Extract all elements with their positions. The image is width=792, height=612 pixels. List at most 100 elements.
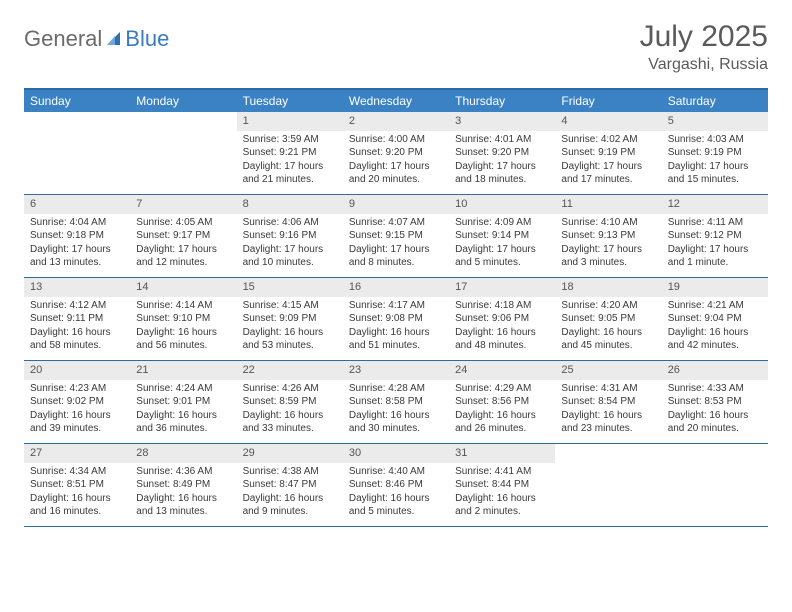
daylight-text: Daylight: 17 hours and 3 minutes. — [561, 243, 655, 270]
day-cell: 19 Sunrise: 4:21 AMSunset: 9:04 PMDayligh… — [662, 278, 768, 360]
day-number: 28 — [130, 444, 236, 463]
day-body: Sunrise: 4:17 AMSunset: 9:08 PMDaylight:… — [343, 297, 449, 357]
sunset-text: Sunset: 9:05 PM — [561, 312, 655, 326]
sunrise-text: Sunrise: 4:03 AM — [668, 133, 762, 147]
sunrise-text: Sunrise: 4:15 AM — [243, 299, 337, 313]
day-body: Sunrise: 4:10 AMSunset: 9:13 PMDaylight:… — [555, 214, 661, 274]
daylight-text: Daylight: 17 hours and 17 minutes. — [561, 160, 655, 187]
day-cell: 28Sunrise: 4:36 AMSunset: 8:49 PMDayligh… — [130, 444, 236, 526]
day-body: Sunrise: 4:41 AMSunset: 8:44 PMDaylight:… — [449, 463, 555, 523]
day-number: 21 — [130, 361, 236, 380]
day-body: Sunrise: 4:34 AMSunset: 8:51 PMDaylight:… — [24, 463, 130, 523]
day-body: Sunrise: 4:40 AMSunset: 8:46 PMDaylight:… — [343, 463, 449, 523]
month-title: July 2025 — [640, 20, 768, 54]
day-cell: 2Sunrise: 4:00 AMSunset: 9:20 PMDaylight… — [343, 112, 449, 194]
daylight-text: Daylight: 17 hours and 5 minutes. — [455, 243, 549, 270]
daylight-text: Daylight: 17 hours and 21 minutes. — [243, 160, 337, 187]
daylight-text: Daylight: 16 hours and 45 minutes. — [561, 326, 655, 353]
day-number: 26 — [662, 361, 768, 380]
day-cell: 1Sunrise: 3:59 AMSunset: 9:21 PMDaylight… — [237, 112, 343, 194]
daylight-text: Daylight: 16 hours and 2 minutes. — [455, 492, 549, 519]
weekday-header: Tuesday — [237, 90, 343, 112]
sunrise-text: Sunrise: 4:14 AM — [136, 299, 230, 313]
sunrise-text: Sunrise: 4:40 AM — [349, 465, 443, 479]
sunrise-text: Sunrise: 4:23 AM — [30, 382, 124, 396]
day-body: Sunrise: 4:18 AMSunset: 9:06 PMDaylight:… — [449, 297, 555, 357]
day-body: Sunrise: 4:01 AMSunset: 9:20 PMDaylight:… — [449, 131, 555, 191]
day-body: Sunrise: 4:38 AMSunset: 8:47 PMDaylight:… — [237, 463, 343, 523]
sunrise-text: Sunrise: 4:01 AM — [455, 133, 549, 147]
day-number: 15 — [237, 278, 343, 297]
day-cell: 31Sunrise: 4:41 AMSunset: 8:44 PMDayligh… — [449, 444, 555, 526]
day-body: Sunrise: 4:31 AMSunset: 8:54 PMDaylight:… — [555, 380, 661, 440]
day-body: Sunrise: 3:59 AMSunset: 9:21 PMDaylight:… — [237, 131, 343, 191]
day-number: 1 — [237, 112, 343, 131]
brand-logo: General Blue — [24, 26, 169, 52]
sunset-text: Sunset: 8:47 PM — [243, 478, 337, 492]
sunrise-text: Sunrise: 4:41 AM — [455, 465, 549, 479]
day-number: 12 — [662, 195, 768, 214]
sunset-text: Sunset: 9:19 PM — [668, 146, 762, 160]
day-cell: 10Sunrise: 4:09 AMSunset: 9:14 PMDayligh… — [449, 195, 555, 277]
sunrise-text: Sunrise: 4:24 AM — [136, 382, 230, 396]
daylight-text: Daylight: 16 hours and 33 minutes. — [243, 409, 337, 436]
sunset-text: Sunset: 9:08 PM — [349, 312, 443, 326]
sunrise-text: Sunrise: 4:18 AM — [455, 299, 549, 313]
daylight-text: Daylight: 16 hours and 42 minutes. — [668, 326, 762, 353]
day-body: Sunrise: 4:26 AMSunset: 8:59 PMDaylight:… — [237, 380, 343, 440]
sunset-text: Sunset: 9:14 PM — [455, 229, 549, 243]
sunset-text: Sunset: 9:04 PM — [668, 312, 762, 326]
day-cell: 24Sunrise: 4:29 AMSunset: 8:56 PMDayligh… — [449, 361, 555, 443]
day-body: Sunrise: 4:20 AMSunset: 9:05 PMDaylight:… — [555, 297, 661, 357]
day-body: Sunrise: 4:24 AMSunset: 9:01 PMDaylight:… — [130, 380, 236, 440]
day-number: 31 — [449, 444, 555, 463]
weeks-container: 1Sunrise: 3:59 AMSunset: 9:21 PMDaylight… — [24, 112, 768, 527]
sunrise-text: Sunrise: 4:33 AM — [668, 382, 762, 396]
day-body: Sunrise: 4:05 AMSunset: 9:17 PMDaylight:… — [130, 214, 236, 274]
sunset-text: Sunset: 8:58 PM — [349, 395, 443, 409]
day-cell: 20Sunrise: 4:23 AMSunset: 9:02 PMDayligh… — [24, 361, 130, 443]
daylight-text: Daylight: 16 hours and 58 minutes. — [30, 326, 124, 353]
day-number: 16 — [343, 278, 449, 297]
day-cell: 7Sunrise: 4:05 AMSunset: 9:17 PMDaylight… — [130, 195, 236, 277]
week-row: 27Sunrise: 4:34 AMSunset: 8:51 PMDayligh… — [24, 444, 768, 527]
day-cell: 5Sunrise: 4:03 AMSunset: 9:19 PMDaylight… — [662, 112, 768, 194]
weekday-header: Thursday — [449, 90, 555, 112]
sunset-text: Sunset: 9:11 PM — [30, 312, 124, 326]
daylight-text: Daylight: 17 hours and 18 minutes. — [455, 160, 549, 187]
sunset-text: Sunset: 8:49 PM — [136, 478, 230, 492]
weekday-header: Friday — [555, 90, 661, 112]
sunset-text: Sunset: 9:13 PM — [561, 229, 655, 243]
day-cell: 17Sunrise: 4:18 AMSunset: 9:06 PMDayligh… — [449, 278, 555, 360]
day-number: 17 — [449, 278, 555, 297]
day-body: Sunrise: 4:07 AMSunset: 9:15 PMDaylight:… — [343, 214, 449, 274]
daylight-text: Daylight: 16 hours and 26 minutes. — [455, 409, 549, 436]
daylight-text: Daylight: 17 hours and 8 minutes. — [349, 243, 443, 270]
daylight-text: Daylight: 17 hours and 10 minutes. — [243, 243, 337, 270]
day-body — [24, 128, 130, 134]
daylight-text: Daylight: 16 hours and 39 minutes. — [30, 409, 124, 436]
day-body: Sunrise: 4:03 AMSunset: 9:19 PMDaylight:… — [662, 131, 768, 191]
sunset-text: Sunset: 9:21 PM — [243, 146, 337, 160]
sunrise-text: Sunrise: 4:10 AM — [561, 216, 655, 230]
day-cell: 15Sunrise: 4:15 AMSunset: 9:09 PMDayligh… — [237, 278, 343, 360]
sunset-text: Sunset: 9:12 PM — [668, 229, 762, 243]
sunset-text: Sunset: 8:51 PM — [30, 478, 124, 492]
day-number: 14 — [130, 278, 236, 297]
day-body — [555, 460, 661, 466]
day-body: Sunrise: 4:02 AMSunset: 9:19 PMDaylight:… — [555, 131, 661, 191]
weekday-header: Saturday — [662, 90, 768, 112]
day-number: 19 — [662, 278, 768, 297]
day-number: 29 — [237, 444, 343, 463]
day-body: Sunrise: 4:28 AMSunset: 8:58 PMDaylight:… — [343, 380, 449, 440]
day-body: Sunrise: 4:00 AMSunset: 9:20 PMDaylight:… — [343, 131, 449, 191]
day-cell: 30Sunrise: 4:40 AMSunset: 8:46 PMDayligh… — [343, 444, 449, 526]
sunset-text: Sunset: 9:20 PM — [349, 146, 443, 160]
sunrise-text: Sunrise: 4:17 AM — [349, 299, 443, 313]
sunrise-text: Sunrise: 4:21 AM — [668, 299, 762, 313]
sunrise-text: Sunrise: 4:29 AM — [455, 382, 549, 396]
day-number: 5 — [662, 112, 768, 131]
day-cell: 9Sunrise: 4:07 AMSunset: 9:15 PMDaylight… — [343, 195, 449, 277]
day-number: 24 — [449, 361, 555, 380]
daylight-text: Daylight: 16 hours and 51 minutes. — [349, 326, 443, 353]
